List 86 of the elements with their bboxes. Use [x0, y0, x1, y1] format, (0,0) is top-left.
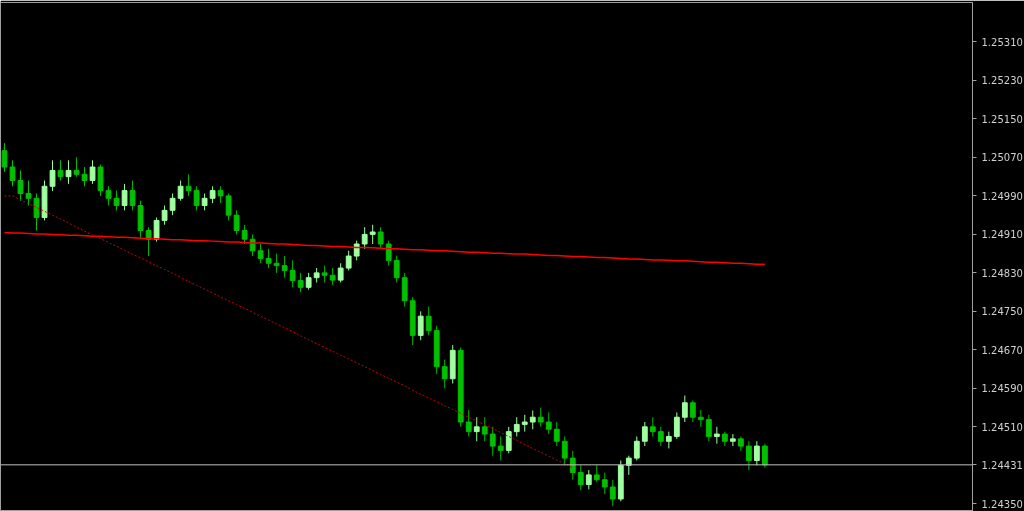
candlestick: [601, 472, 608, 495]
candlestick: [105, 185, 112, 207]
candlestick: [57, 159, 64, 182]
candlestick: [97, 164, 104, 197]
candlestick: [289, 259, 296, 288]
candlestick: [497, 435, 504, 461]
candlestick: [377, 226, 384, 250]
candlestick: [713, 426, 720, 445]
y-tick-label: 1.24590: [981, 383, 1023, 395]
candlestick: [385, 240, 392, 267]
candlestick: [681, 395, 688, 423]
candlestick: [553, 421, 560, 447]
candlestick: [641, 421, 648, 447]
candlestick: [441, 358, 448, 389]
candlestick: [761, 443, 768, 469]
y-tick-label: 1.24910: [981, 229, 1023, 241]
y-tick-label: 1.25070: [981, 152, 1023, 164]
candlestick: [505, 426, 512, 454]
candlestick: [1, 142, 8, 173]
y-tick-label: 1.24350: [981, 498, 1023, 510]
candlestick: [369, 224, 376, 245]
candlestick: [585, 469, 592, 490]
y-tick-label: 1.24510: [981, 421, 1023, 433]
candlestick: [153, 217, 160, 243]
candlestick: [145, 226, 152, 257]
candlestick: [465, 409, 472, 437]
candlestick: [353, 240, 360, 261]
y-tick-label: 1.24830: [981, 267, 1023, 279]
candlestick: [265, 248, 272, 269]
candlestick: [569, 450, 576, 481]
line-series: [3, 231, 766, 265]
y-tick-label: 1.24750: [981, 306, 1023, 318]
y-tick-label: 1.24990: [981, 190, 1023, 202]
y-tick-label: 1.25150: [981, 113, 1023, 125]
candlestick: [401, 272, 408, 308]
candlestick: [225, 193, 232, 221]
candlestick: [649, 416, 656, 437]
candlestick: [337, 262, 344, 283]
candlestick: [233, 209, 240, 235]
candlestick: [417, 310, 424, 341]
candlestick: [393, 255, 400, 283]
candlestick: [753, 440, 760, 466]
candlestick: [745, 440, 752, 471]
candlestick: [193, 185, 200, 211]
candlestick: [489, 426, 496, 457]
candlestick: [121, 183, 128, 211]
candlestick: [177, 180, 184, 202]
candlestick: [297, 272, 304, 293]
candlestick: [281, 255, 288, 279]
candlestick: [113, 190, 120, 211]
candlestick: [689, 399, 696, 423]
candlestick: [609, 479, 616, 507]
candlestick: [577, 464, 584, 491]
candlestick: [169, 193, 176, 216]
candlestick: [481, 416, 488, 442]
candlestick: [241, 224, 248, 245]
candlestick: [513, 416, 520, 437]
candlestick: [529, 409, 536, 430]
candlestick: [49, 159, 56, 192]
candlestick: [729, 433, 736, 447]
candlestick: [81, 166, 88, 187]
candlestick: [705, 414, 712, 442]
candlestick: [345, 250, 352, 271]
candlestick: [473, 416, 480, 442]
candlestick: [65, 159, 72, 185]
candlestick: [73, 156, 80, 178]
candlestick: [33, 193, 40, 232]
candlestick: [161, 205, 168, 226]
candlestick: [425, 306, 432, 336]
candlestick: [257, 243, 264, 264]
candlestick: [129, 180, 136, 211]
candlestick: [273, 253, 280, 274]
candlestick: [89, 159, 96, 185]
candlestick: [561, 435, 568, 466]
candlestick: [625, 455, 632, 476]
y-tick-label: 1.25310: [981, 36, 1023, 48]
candlestick: [537, 407, 544, 428]
candlestick: [545, 411, 552, 435]
candlestick: [361, 226, 368, 250]
candlestick: [633, 435, 640, 461]
ref-line-label: 1.24431: [981, 459, 1023, 471]
candlestick: [673, 411, 680, 440]
y-tick-label: 1.25230: [981, 75, 1023, 87]
candlestick: [185, 173, 192, 197]
y-tick-label: 1.24670: [981, 344, 1023, 356]
candlestick: [657, 426, 664, 447]
